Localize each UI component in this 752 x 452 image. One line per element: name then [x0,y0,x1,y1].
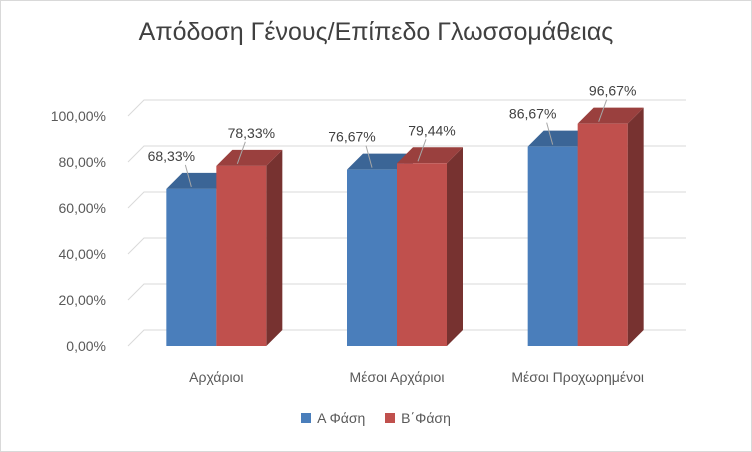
bar [166,188,217,346]
bar-top [347,153,413,170]
x-tick-label: Αρχάριοι [189,369,243,385]
legend-swatch-a [301,413,312,423]
leader-line [417,139,427,162]
leader-line [236,141,246,165]
y-tick-label: 20,00% [59,292,106,308]
x-tick-label: Μέσοι Προχωρημένοι [511,369,644,385]
bar-top [397,147,463,164]
data-label: 76,67% [328,129,375,145]
legend-label-b: Β΄Φάση [401,410,451,426]
bar-side [627,107,644,346]
bar [397,163,447,346]
data-label: 68,33% [148,148,195,164]
gridline [127,99,686,117]
bar [347,169,397,346]
gridline [127,329,686,347]
gridline [127,191,686,209]
leader-line [184,164,192,187]
bar [527,146,578,346]
gridline [127,237,686,255]
bar-side [266,149,283,346]
legend-item-a: Α Φάση [301,410,365,426]
y-tick-label: 40,00% [59,246,106,262]
bar-top [166,172,233,189]
y-tick-label: 0,00% [66,338,106,354]
data-label: 96,67% [589,83,636,99]
leader-line [598,99,608,122]
bar-top [216,149,283,166]
data-label: 79,44% [408,122,455,138]
y-tick-label: 100,00% [51,108,106,124]
y-tick-label: 60,00% [59,200,106,216]
legend-label-a: Α Φάση [317,410,366,426]
bar [577,123,628,346]
legend-swatch-b [385,413,396,423]
leader-line [546,122,554,145]
leader-line [365,145,373,168]
y-tick-label: 80,00% [59,154,106,170]
bar-top [577,107,644,124]
legend-item-b: Β΄Φάση [385,410,451,426]
bar [216,165,267,346]
bar-top [527,130,594,147]
gridline [127,283,686,301]
data-label: 78,33% [228,125,275,141]
legend: Α Φάση Β΄Φάση [0,410,752,426]
chart-title: Απόδοση Γένους/Επίπεδο Γλωσσομάθειας [138,18,614,46]
gridline [127,145,686,163]
data-label: 86,67% [509,106,556,122]
x-tick-label: Μέσοι Αρχάριοι [350,369,445,385]
bar-side [447,147,463,346]
